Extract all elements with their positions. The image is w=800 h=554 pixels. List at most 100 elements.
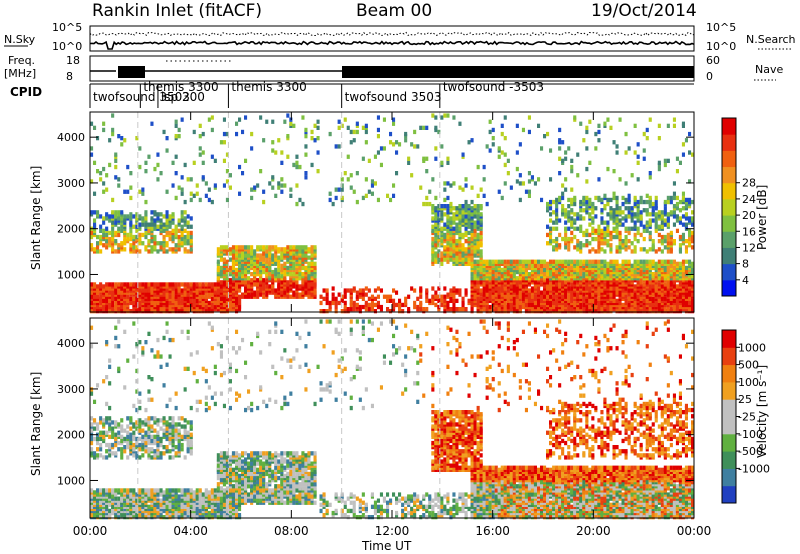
- heatmap-cell: [582, 259, 586, 264]
- heatmap-cell: [186, 214, 190, 219]
- heatmap-cell: [241, 129, 245, 135]
- heatmap-cell: [546, 224, 550, 229]
- heatmap-cell: [192, 160, 196, 165]
- heatmap-cell: [606, 228, 610, 233]
- heatmap-cell: [132, 307, 136, 312]
- heatmap-cell: [379, 146, 383, 151]
- nsky-tick-high: 10^5: [52, 21, 82, 34]
- heatmap-cell: [99, 171, 103, 176]
- heatmap-cell: [213, 304, 217, 310]
- heatmap-cell: [464, 183, 468, 188]
- heatmap-cell: [663, 206, 667, 211]
- heatmap-cell: [316, 169, 320, 174]
- heatmap-cell: [530, 302, 534, 308]
- heatmap-cell: [573, 201, 577, 207]
- heatmap-cell: [691, 210, 695, 215]
- heatmap-cell: [606, 280, 610, 285]
- heatmap-cell: [334, 300, 338, 306]
- heatmap-cell: [461, 152, 465, 157]
- heatmap-cell: [567, 236, 571, 242]
- heatmap-cell: [367, 307, 371, 312]
- heatmap-cell: [135, 228, 139, 233]
- heatmap-cell: [159, 282, 163, 287]
- heatmap-cell: [114, 230, 118, 236]
- heatmap-cell: [99, 228, 103, 233]
- heatmap-cell: [404, 138, 408, 143]
- heatmap-cell: [280, 183, 284, 188]
- cpid-segment-label: themis 3300: [231, 80, 306, 94]
- heatmap-cell: [138, 164, 142, 170]
- heatmap-cell: [126, 294, 130, 299]
- heatmap-cell: [597, 243, 601, 248]
- heatmap-cell: [473, 224, 477, 229]
- heatmap-cell: [437, 224, 441, 229]
- heatmap-cell: [96, 294, 100, 299]
- heatmap-cell: [645, 290, 649, 295]
- heatmap-cell: [376, 286, 380, 291]
- heatmap-cell: [192, 129, 196, 135]
- heatmap-cell: [325, 300, 329, 306]
- freq-label-1: Freq.: [8, 54, 35, 67]
- heatmap-cell: [129, 216, 133, 221]
- heatmap-cell: [449, 201, 453, 207]
- heatmap-cell: [222, 257, 226, 262]
- heatmap-cell: [105, 416, 109, 421]
- colorbar-swatch: [722, 263, 736, 281]
- heatmap-cell: [588, 259, 592, 264]
- heatmap-cell: [627, 206, 631, 211]
- heatmap-cell: [533, 181, 537, 186]
- heatmap-cell: [244, 286, 248, 291]
- heatmap-cell: [198, 146, 202, 151]
- heatmap-cell: [340, 177, 344, 182]
- heatmap-cell: [274, 267, 278, 273]
- heatmap-cell: [449, 236, 453, 242]
- heatmap-cell: [259, 115, 263, 120]
- heatmap-cell: [546, 278, 550, 283]
- heatmap-cell: [90, 325, 94, 330]
- heatmap-cell: [114, 302, 118, 308]
- heatmap-cell: [691, 230, 695, 236]
- heatmap-cell: [316, 119, 320, 124]
- heatmap-cell: [570, 158, 574, 163]
- heatmap-cell: [238, 164, 242, 170]
- heatmap-cell: [576, 212, 580, 217]
- heatmap-cell: [108, 434, 112, 439]
- heatmap-cell: [174, 294, 178, 299]
- heatmap-cell: [386, 307, 390, 312]
- heatmap-cell: [600, 220, 604, 225]
- heatmap-cell: [458, 255, 462, 260]
- heatmap-cell: [235, 267, 239, 273]
- heatmap-cell: [222, 280, 226, 285]
- heatmap-cell: [117, 282, 121, 287]
- heatmap-cell: [497, 189, 501, 194]
- heatmap-cell: [108, 492, 112, 497]
- heatmap-cell: [283, 183, 287, 188]
- heatmap-cell: [615, 234, 619, 240]
- heatmap-cell: [506, 302, 510, 308]
- heatmap-cell: [449, 216, 453, 221]
- heatmap-cell: [367, 296, 371, 301]
- heatmap-cell: [102, 455, 106, 460]
- heatmap-cell: [543, 290, 547, 295]
- heatmap-cell: [135, 282, 139, 287]
- heatmap-cell: [467, 261, 471, 266]
- heatmap-cell: [153, 241, 157, 246]
- heatmap-cell: [144, 222, 148, 227]
- heatmap-cell: [479, 187, 483, 192]
- heatmap-cell: [558, 259, 562, 264]
- heatmap-cell: [93, 399, 97, 404]
- heatmap-cell: [636, 239, 640, 244]
- heatmap-cell: [684, 284, 688, 289]
- heatmap-cell: [609, 125, 613, 130]
- heatmap-cell: [105, 430, 109, 435]
- heatmap-cell: [105, 504, 109, 509]
- heatmap-cell: [446, 181, 450, 186]
- heatmap-cell: [446, 113, 450, 118]
- heatmap-cell: [150, 121, 154, 126]
- heatmap-cell: [114, 164, 118, 170]
- heatmap-cell: [210, 127, 214, 133]
- heatmap-cell: [389, 298, 393, 303]
- heatmap-cell: [162, 129, 166, 135]
- heatmap-cell: [126, 236, 130, 242]
- heatmap-cell: [579, 214, 583, 219]
